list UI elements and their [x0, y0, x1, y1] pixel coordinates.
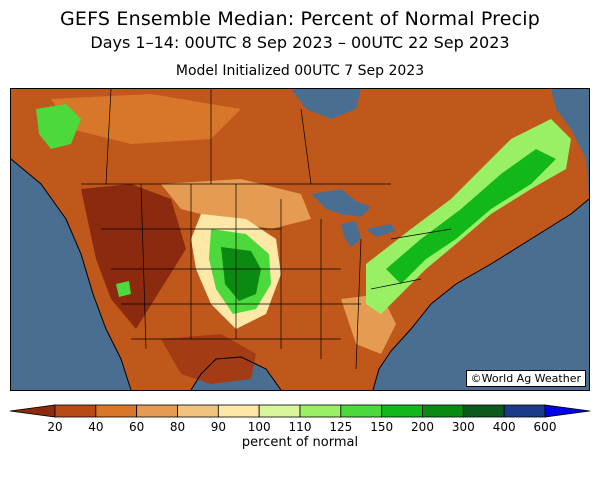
tan-zone-canada: [51, 94, 241, 144]
colorbar-box: [177, 404, 219, 418]
colorbar: 20 40 60 80 90 100 110 125 150 200 300 400 600: [9, 404, 591, 434]
colorbar-tick-label: 150: [370, 420, 393, 434]
colorbar-box: [54, 404, 97, 418]
dry-zone-west: [81, 184, 186, 329]
colorbar-tick-label: 80: [170, 420, 185, 434]
political-borders: [81, 89, 452, 370]
colorbar-tick-label: 90: [211, 420, 226, 434]
colorbar-tick-label: 125: [329, 420, 352, 434]
colorbar-box: [503, 404, 546, 418]
colorbar-box: [95, 404, 138, 418]
colorbar-extend-high: [544, 404, 591, 418]
colorbar-tick-label: 400: [493, 420, 516, 434]
colorbar-tick-label: 600: [534, 420, 557, 434]
colorbar-tick-label: 300: [452, 420, 475, 434]
colorbar-box: [381, 404, 423, 418]
wet-zone-pnw: [36, 104, 81, 149]
coastline: [11, 158, 589, 390]
colorbar-tick-label: 60: [129, 420, 144, 434]
great-lakes: [311, 189, 396, 247]
wet-zone-plains-core: [221, 247, 261, 301]
legend-label: percent of normal: [241, 435, 359, 450]
colorbar-box: [299, 404, 342, 418]
wet-zone-east-core: [386, 149, 556, 284]
dry-zone-texas: [161, 334, 256, 384]
colorbar-box: [462, 404, 505, 418]
colorbar-tick-label: 100: [248, 420, 271, 434]
credit-label: ©World Ag Weather: [465, 370, 586, 387]
map-graphic: [11, 89, 589, 390]
forecast-period: Days 1–14: 00UTC 8 Sep 2023 – 00UTC 22 S…: [90, 33, 510, 52]
precip-map: ©World Ag Weather: [10, 88, 590, 391]
wet-zone-socal: [116, 281, 131, 297]
land-mexico: [131, 359, 191, 390]
colorbar-box: [258, 404, 301, 418]
colorbar-box: [136, 404, 178, 418]
colorbar-box: [217, 404, 260, 418]
colorbar-box: [422, 404, 464, 418]
colorbar-tick-label: 200: [411, 420, 434, 434]
land-north-america: [11, 89, 589, 390]
model-init-time: Model Initialized 00UTC 7 Sep 2023: [175, 63, 425, 79]
colorbar-tick-label: 40: [88, 420, 103, 434]
colorbar-tick-label: 20: [47, 420, 62, 434]
map-title: GEFS Ensemble Median: Percent of Normal …: [59, 8, 541, 30]
colorbar-box: [340, 404, 383, 418]
colorbar-extend-low: [9, 404, 56, 418]
colorbar-tick-label: 110: [289, 420, 312, 434]
hudson-bay: [291, 89, 361, 119]
